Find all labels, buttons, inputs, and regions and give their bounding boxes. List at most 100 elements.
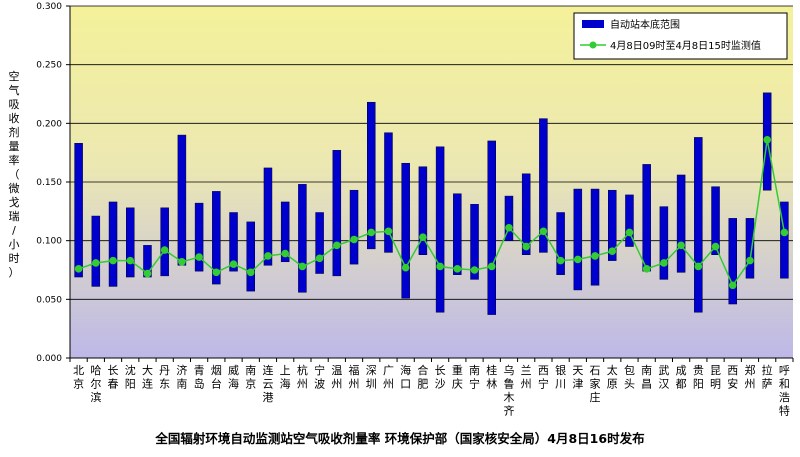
x-category-char: 滨 <box>90 390 101 404</box>
monitoring-point <box>746 256 754 265</box>
x-category-char: 阳 <box>125 378 136 391</box>
range-bar <box>280 201 290 263</box>
monitoring-point <box>229 260 238 268</box>
x-category-char: 浩 <box>779 391 790 404</box>
monitoring-point <box>780 228 789 237</box>
legend-label-monitoring: 4月8日09时至4月8日15时监测值 <box>610 39 761 52</box>
x-category-label: 威海 <box>228 364 239 391</box>
monitoring-point <box>246 268 255 277</box>
range-bar <box>659 206 669 280</box>
monitoring-point <box>333 241 341 250</box>
range-bar <box>711 186 720 255</box>
range-bar <box>246 221 255 292</box>
range-bar <box>194 202 204 272</box>
monitoring-point <box>487 262 496 271</box>
range-bar <box>263 167 273 266</box>
x-category-char: 宁 <box>469 377 480 391</box>
x-category-char: 上 <box>280 364 291 377</box>
x-category-char: 呼 <box>779 364 790 377</box>
x-category-char: 海 <box>280 377 291 391</box>
x-category-label: 武汉 <box>658 364 669 391</box>
x-category-char: 津 <box>572 378 583 391</box>
x-category-char: 都 <box>676 378 687 391</box>
x-category-label: 上海 <box>280 364 291 391</box>
monitoring-point <box>470 266 479 274</box>
range-bar <box>384 132 393 253</box>
x-category-char: 阳 <box>693 378 704 391</box>
x-category-char: 圳 <box>366 378 377 391</box>
monitoring-point <box>591 252 599 260</box>
x-category-char: 乌 <box>503 363 514 377</box>
range-bar <box>108 201 118 287</box>
x-category-char: 波 <box>314 378 325 391</box>
x-category-char: 头 <box>624 378 635 391</box>
x-category-char: 深 <box>366 364 377 377</box>
x-category-char: 拉 <box>762 363 773 377</box>
monitoring-point <box>625 228 634 237</box>
range-bar <box>470 204 479 280</box>
x-category-char: 贵 <box>693 364 704 377</box>
monitoring-point <box>763 135 771 144</box>
x-category-label: 温州 <box>331 364 342 391</box>
x-category-char: 萨 <box>762 378 773 391</box>
x-category-char: 西 <box>538 364 549 377</box>
x-category-char: 兰 <box>521 364 532 377</box>
x-category-char: 南 <box>469 364 480 377</box>
x-category-char: 大 <box>142 363 153 377</box>
axes: 0.000 0.050 0.100 0.150 0.200 0.250 0.300 <box>36 2 794 364</box>
x-category-label: 西宁 <box>538 364 549 391</box>
x-category-label: 石家庄 <box>590 364 601 404</box>
range-bar <box>487 140 496 315</box>
range-bar <box>212 191 221 285</box>
x-category-char: 庆 <box>452 377 463 391</box>
x-category-char: 林 <box>486 377 497 391</box>
range-bar <box>625 194 634 247</box>
x-category-label: 青岛 <box>194 364 205 391</box>
monitoring-point <box>608 247 617 256</box>
x-category-char: 丹 <box>159 364 170 377</box>
x-category-label: 合肥 <box>417 363 428 391</box>
monitoring-point <box>660 259 668 267</box>
x-category-label: 丹东 <box>159 364 170 391</box>
x-category-label: 郑州 <box>744 363 755 391</box>
x-category-char: 海 <box>400 363 411 377</box>
x-category-label: 长春 <box>108 364 119 391</box>
x-category-char: 春 <box>108 378 119 391</box>
y-label-char: 吸 <box>9 98 20 111</box>
y-label-char: 率 <box>9 153 20 167</box>
range-bar <box>556 212 565 275</box>
x-category-label: 太原 <box>607 364 618 391</box>
y-tick-label: 0.050 <box>36 295 62 305</box>
y-label-char: 剂 <box>9 125 20 139</box>
x-category-char: 台 <box>211 377 222 391</box>
range-bar <box>453 193 462 275</box>
x-category-char: 青 <box>194 364 205 377</box>
x-category-char: 太 <box>607 364 618 377</box>
x-category-char: 银 <box>555 363 566 377</box>
legend-box <box>573 12 788 60</box>
x-category-char: 杭 <box>297 363 308 377</box>
x-category-char: 川 <box>555 378 566 391</box>
x-category-char: 齐 <box>503 404 514 418</box>
y-label-char: 气 <box>9 83 20 97</box>
range-bar <box>539 118 548 253</box>
monitoring-point <box>212 268 221 277</box>
monitoring-point <box>728 281 737 290</box>
range-bars <box>74 92 789 315</box>
y-axis-label: 空气吸收剂量率（微戈瑞/小时） <box>9 69 20 279</box>
x-category-label: 南京 <box>245 364 256 391</box>
x-category-char: 威 <box>228 364 239 377</box>
range-bar <box>349 189 359 265</box>
x-category-label: 福州 <box>349 363 360 391</box>
gridlines <box>70 5 793 300</box>
x-category-char: 特 <box>779 404 790 418</box>
x-category-label: 连云港 <box>262 364 273 404</box>
range-bar <box>573 188 583 291</box>
range-bar <box>521 173 531 255</box>
monitoring-point <box>539 227 548 236</box>
y-label-char: 微 <box>9 181 20 195</box>
range-bar <box>608 189 617 261</box>
x-category-label: 深圳 <box>366 364 377 391</box>
monitoring-point <box>677 241 685 250</box>
monitoring-point <box>74 265 83 273</box>
